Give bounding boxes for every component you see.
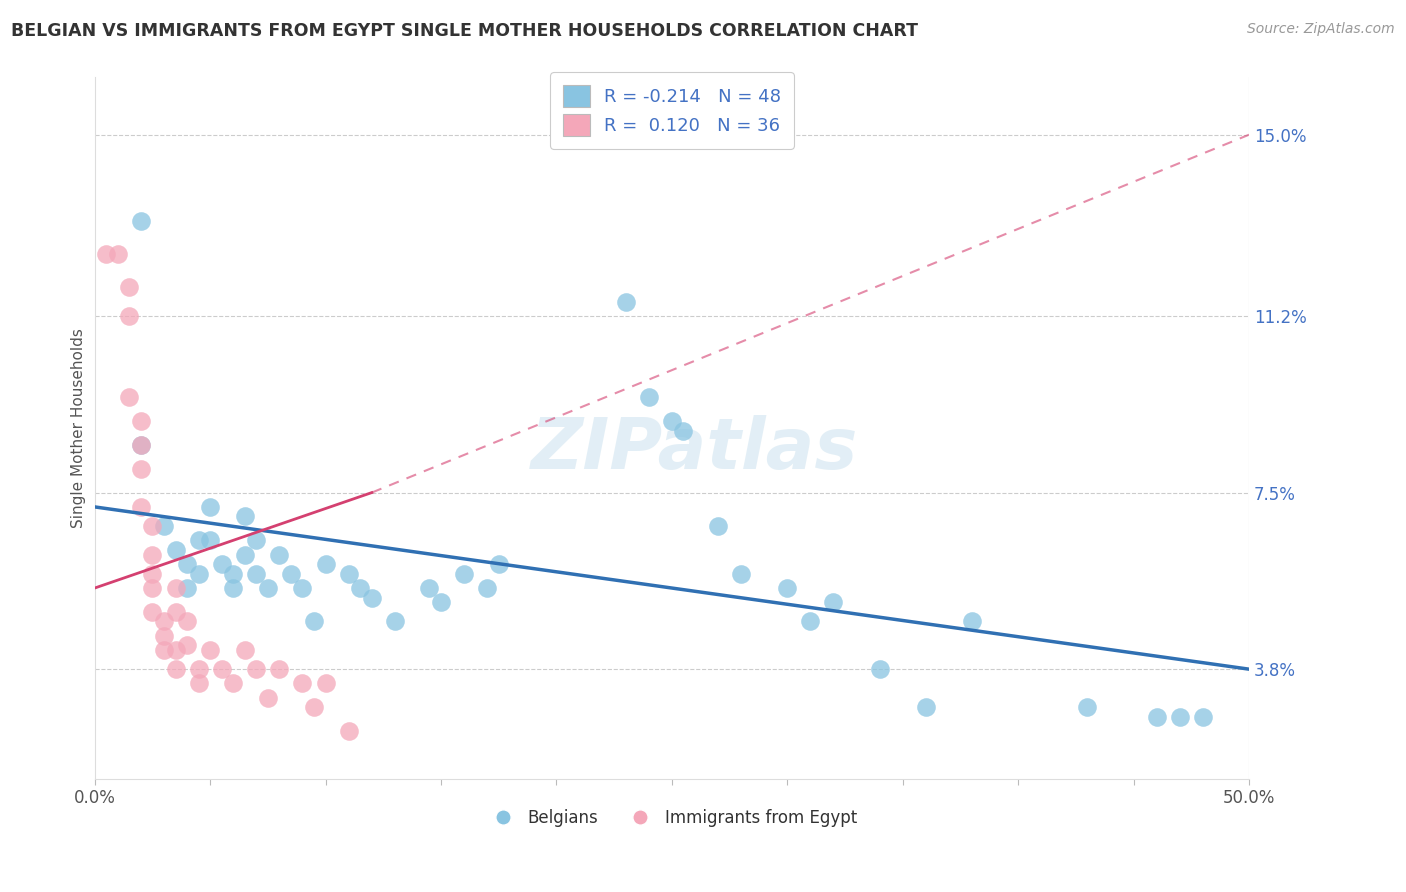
Point (176, 638, 198, 652)
Point (360, 591, 382, 605)
Point (672, 424, 695, 438)
Point (222, 566, 245, 581)
Point (129, 438, 152, 452)
Point (222, 581, 245, 595)
Point (257, 690, 280, 705)
Point (153, 629, 176, 643)
Point (315, 676, 337, 690)
Point (198, 643, 221, 657)
Point (291, 676, 314, 690)
Point (614, 294, 637, 309)
Point (1168, 710, 1191, 724)
Point (198, 533, 221, 548)
Point (222, 676, 245, 690)
Point (245, 566, 267, 581)
Point (165, 542, 187, 557)
Point (869, 662, 891, 676)
Point (477, 581, 499, 595)
Point (153, 615, 176, 629)
Point (661, 414, 683, 428)
Point (776, 581, 799, 595)
Point (165, 605, 187, 619)
Point (269, 662, 291, 676)
Point (233, 548, 256, 562)
Point (1192, 710, 1215, 724)
Text: BELGIAN VS IMMIGRANTS FROM EGYPT SINGLE MOTHER HOUSEHOLDS CORRELATION CHART: BELGIAN VS IMMIGRANTS FROM EGYPT SINGLE … (11, 22, 918, 40)
Point (118, 390, 141, 404)
Point (914, 700, 936, 714)
Point (707, 519, 730, 533)
Point (141, 581, 163, 595)
Point (118, 309, 141, 323)
Point (960, 615, 983, 629)
Point (233, 643, 256, 657)
Point (141, 566, 163, 581)
Point (153, 519, 176, 533)
Point (176, 581, 198, 595)
Point (302, 615, 325, 629)
Point (730, 566, 752, 581)
Point (823, 595, 845, 609)
Point (488, 557, 510, 571)
Point (187, 533, 209, 548)
Point (245, 662, 267, 676)
Point (799, 615, 821, 629)
Point (384, 615, 406, 629)
Point (129, 213, 152, 227)
Point (349, 581, 371, 595)
Point (1076, 700, 1098, 714)
Point (165, 662, 187, 676)
Point (141, 605, 163, 619)
Point (187, 662, 209, 676)
Point (257, 581, 280, 595)
Point (165, 643, 187, 657)
Point (245, 533, 267, 548)
Point (291, 581, 314, 595)
Point (141, 548, 163, 562)
Point (198, 500, 221, 514)
Point (211, 557, 233, 571)
Text: ZIPatlas: ZIPatlas (531, 415, 859, 483)
Point (269, 548, 291, 562)
Point (129, 438, 152, 452)
Point (211, 662, 233, 676)
Point (1146, 710, 1168, 724)
Point (453, 566, 475, 581)
Point (107, 247, 129, 261)
Point (337, 566, 360, 581)
Point (176, 615, 198, 629)
Point (187, 566, 209, 581)
Point (637, 390, 659, 404)
Point (337, 724, 360, 739)
Point (430, 595, 453, 609)
Point (280, 566, 302, 581)
Y-axis label: Single Mother Households: Single Mother Households (72, 328, 86, 528)
Legend: Belgians, Immigrants from Egypt: Belgians, Immigrants from Egypt (479, 803, 865, 834)
Point (418, 581, 440, 595)
Point (153, 643, 176, 657)
Point (187, 676, 209, 690)
Text: Source: ZipAtlas.com: Source: ZipAtlas.com (1247, 22, 1395, 37)
Point (302, 700, 325, 714)
Point (118, 280, 141, 294)
Point (165, 581, 187, 595)
Point (141, 519, 163, 533)
Point (129, 461, 152, 475)
Point (129, 414, 152, 428)
Point (96, 247, 118, 261)
Point (233, 509, 256, 524)
Point (129, 500, 152, 514)
Point (315, 557, 337, 571)
Point (176, 557, 198, 571)
